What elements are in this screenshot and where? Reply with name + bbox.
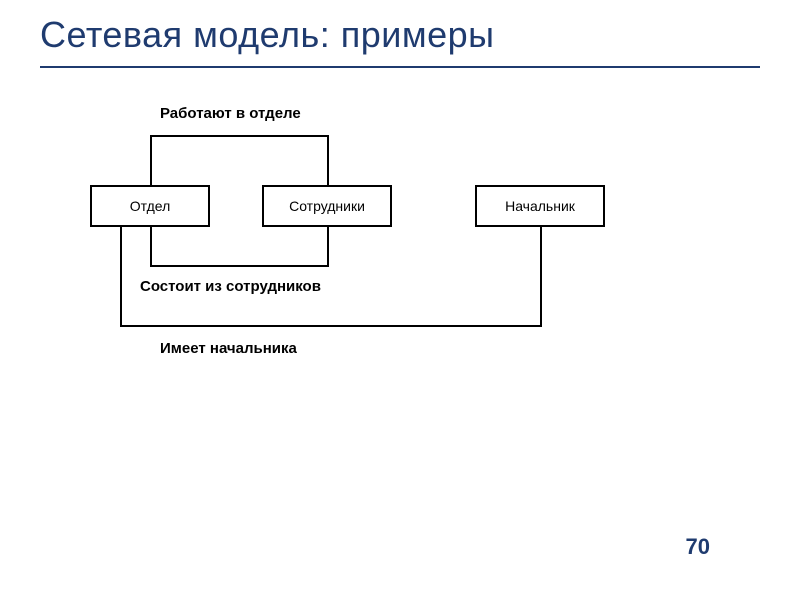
connector-low-h	[120, 325, 542, 327]
node-department: Отдел	[90, 185, 210, 227]
connector-mid-h	[150, 265, 329, 267]
connector-mid-right-v	[327, 227, 329, 267]
connector-top-right-v	[327, 135, 329, 185]
label-has-boss: Имеет начальника	[160, 340, 297, 357]
slide: Сетевая модель: примеры Отдел Сотрудники…	[0, 0, 800, 600]
node-employees-label: Сотрудники	[289, 198, 365, 214]
node-department-label: Отдел	[130, 198, 171, 214]
connector-low-right-v	[540, 227, 542, 327]
label-consists-of: Состоит из сотрудников	[140, 278, 321, 295]
page-title: Сетевая модель: примеры	[40, 14, 495, 56]
page-number: 70	[686, 534, 710, 560]
connector-mid-left-v	[150, 227, 152, 267]
connector-top-h	[150, 135, 329, 137]
node-boss: Начальник	[475, 185, 605, 227]
network-diagram: Отдел Сотрудники Начальник Работают в от…	[60, 90, 700, 410]
connector-low-left-v	[120, 227, 122, 327]
connector-top-left-v	[150, 135, 152, 185]
title-underline	[40, 66, 760, 68]
label-work-in-dept: Работают в отделе	[160, 105, 301, 122]
node-employees: Сотрудники	[262, 185, 392, 227]
node-boss-label: Начальник	[505, 198, 575, 214]
